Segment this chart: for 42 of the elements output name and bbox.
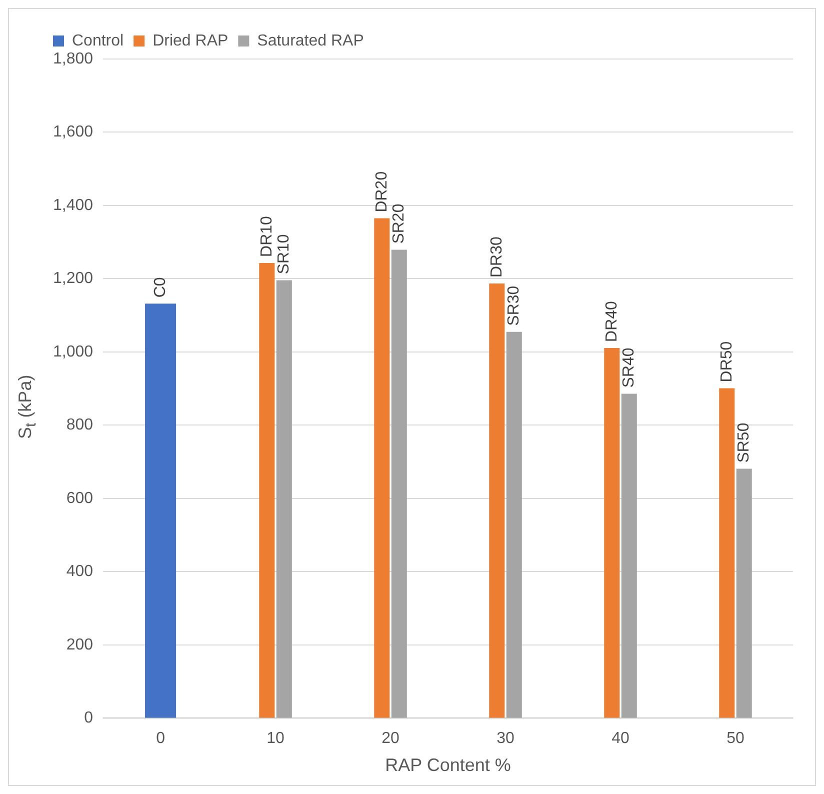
x-tick-label: 0 [156, 730, 166, 748]
bar [506, 332, 522, 718]
legend-label: Dried RAP [152, 32, 228, 50]
y-tick-label: 400 [66, 563, 94, 580]
bar [259, 262, 275, 718]
y-tick-label: 1,800 [52, 50, 94, 68]
bar [621, 394, 637, 718]
data-label: SR20 [390, 204, 408, 244]
x-tick-label: 40 [612, 730, 630, 748]
y-tick-label: 0 [84, 710, 94, 727]
bar [719, 388, 735, 718]
data-label: DR20 [373, 171, 390, 212]
bar [145, 304, 176, 718]
data-label: C0 [152, 277, 169, 298]
bar [736, 468, 752, 718]
x-tick-label: 30 [496, 730, 515, 748]
bar [604, 348, 620, 718]
bar [391, 250, 407, 718]
x-axis-title: RAP Content % [385, 755, 511, 776]
data-label: SR30 [506, 286, 523, 326]
x-tick-label: 10 [266, 730, 285, 748]
y-tick-label: 1,400 [52, 196, 94, 214]
bar [489, 283, 505, 718]
y-tick-label: 600 [66, 490, 94, 507]
y-tick-label: 800 [66, 416, 94, 434]
data-label: SR50 [736, 422, 753, 463]
data-label: SR10 [276, 234, 293, 274]
data-label: SR40 [620, 348, 638, 388]
data-label: DR50 [718, 341, 736, 382]
x-tick-label: 20 [382, 730, 400, 748]
data-label: DR10 [258, 216, 276, 257]
legend-label: Saturated RAP [257, 32, 364, 50]
x-tick-label: 50 [726, 730, 745, 748]
y-tick-label: 1,000 [52, 343, 94, 360]
data-label: DR30 [488, 236, 506, 278]
bar [276, 280, 292, 718]
legend-label: Control [72, 32, 124, 50]
y-tick-label: 200 [66, 636, 94, 654]
y-tick-label: 1,600 [52, 124, 94, 141]
bar [374, 218, 390, 718]
data-label: DR40 [603, 300, 620, 342]
y-tick-label: 1,200 [52, 270, 94, 288]
